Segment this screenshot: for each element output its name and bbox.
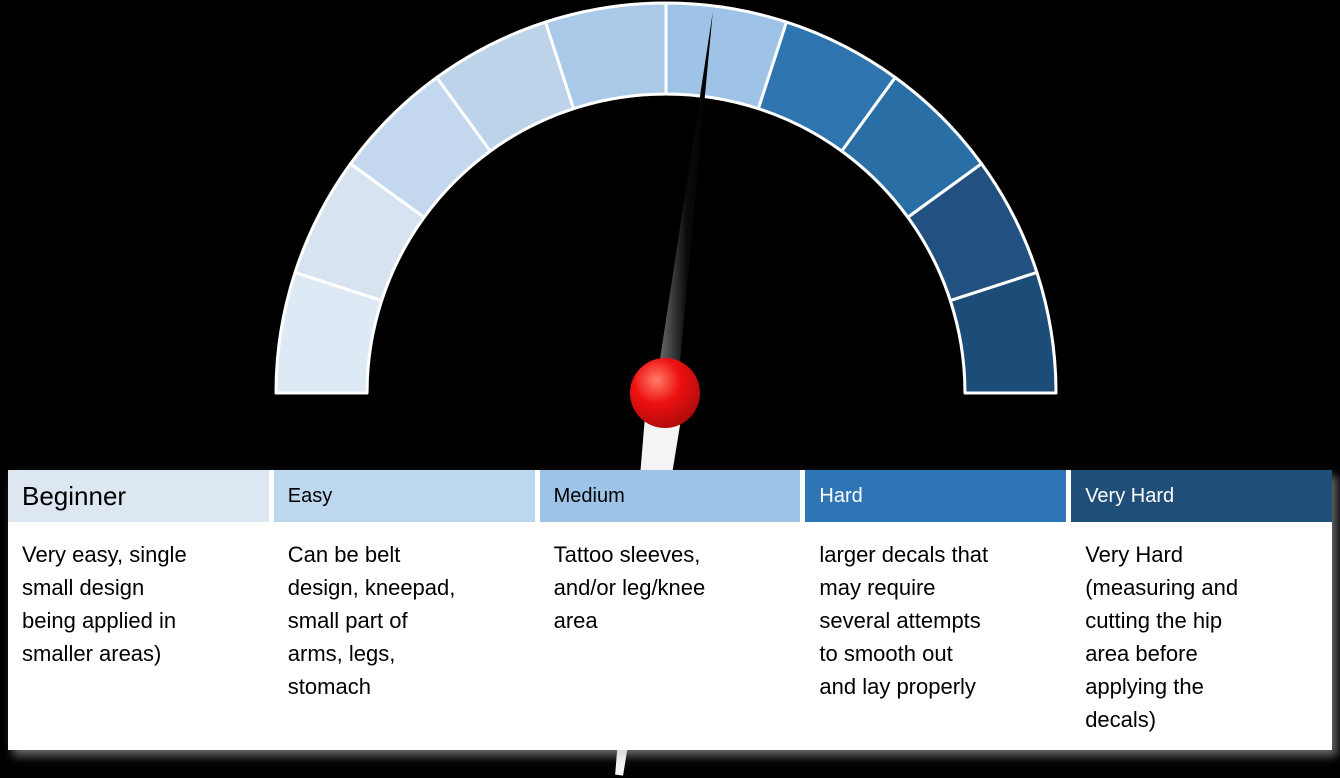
table-cell-medium: Tattoo sleeves, and/or leg/knee area	[553, 542, 706, 633]
table-cell-very-hard: Very Hard (measuring and cutting the hip…	[1085, 542, 1239, 732]
table-header-easy: Easy	[273, 470, 535, 522]
table-cell-hard: larger decals that may require several a…	[819, 542, 989, 699]
table-cell-easy: Can be belt design, kneepad, small part …	[287, 542, 456, 699]
table-body-row: Very easy, single small design being app…	[8, 522, 1332, 750]
gauge-pivot	[630, 358, 700, 428]
table-cell-beginner: Very easy, single small design being app…	[22, 542, 187, 666]
table-header-row: Beginner Easy Medium Hard Very Hard	[8, 470, 1332, 522]
table-header-hard: Hard	[805, 470, 1067, 522]
table-header-very-hard: Very Hard	[1071, 470, 1332, 522]
table-header-medium: Medium	[539, 470, 801, 522]
table-header-beginner: Beginner	[8, 470, 269, 522]
gauge-segments	[274, 1, 1058, 395]
gauge-segment-very-hard-9	[948, 270, 1058, 395]
gauge-needle	[655, 11, 713, 395]
difficulty-table: Beginner Easy Medium Hard Very Hard Very…	[8, 470, 1332, 750]
